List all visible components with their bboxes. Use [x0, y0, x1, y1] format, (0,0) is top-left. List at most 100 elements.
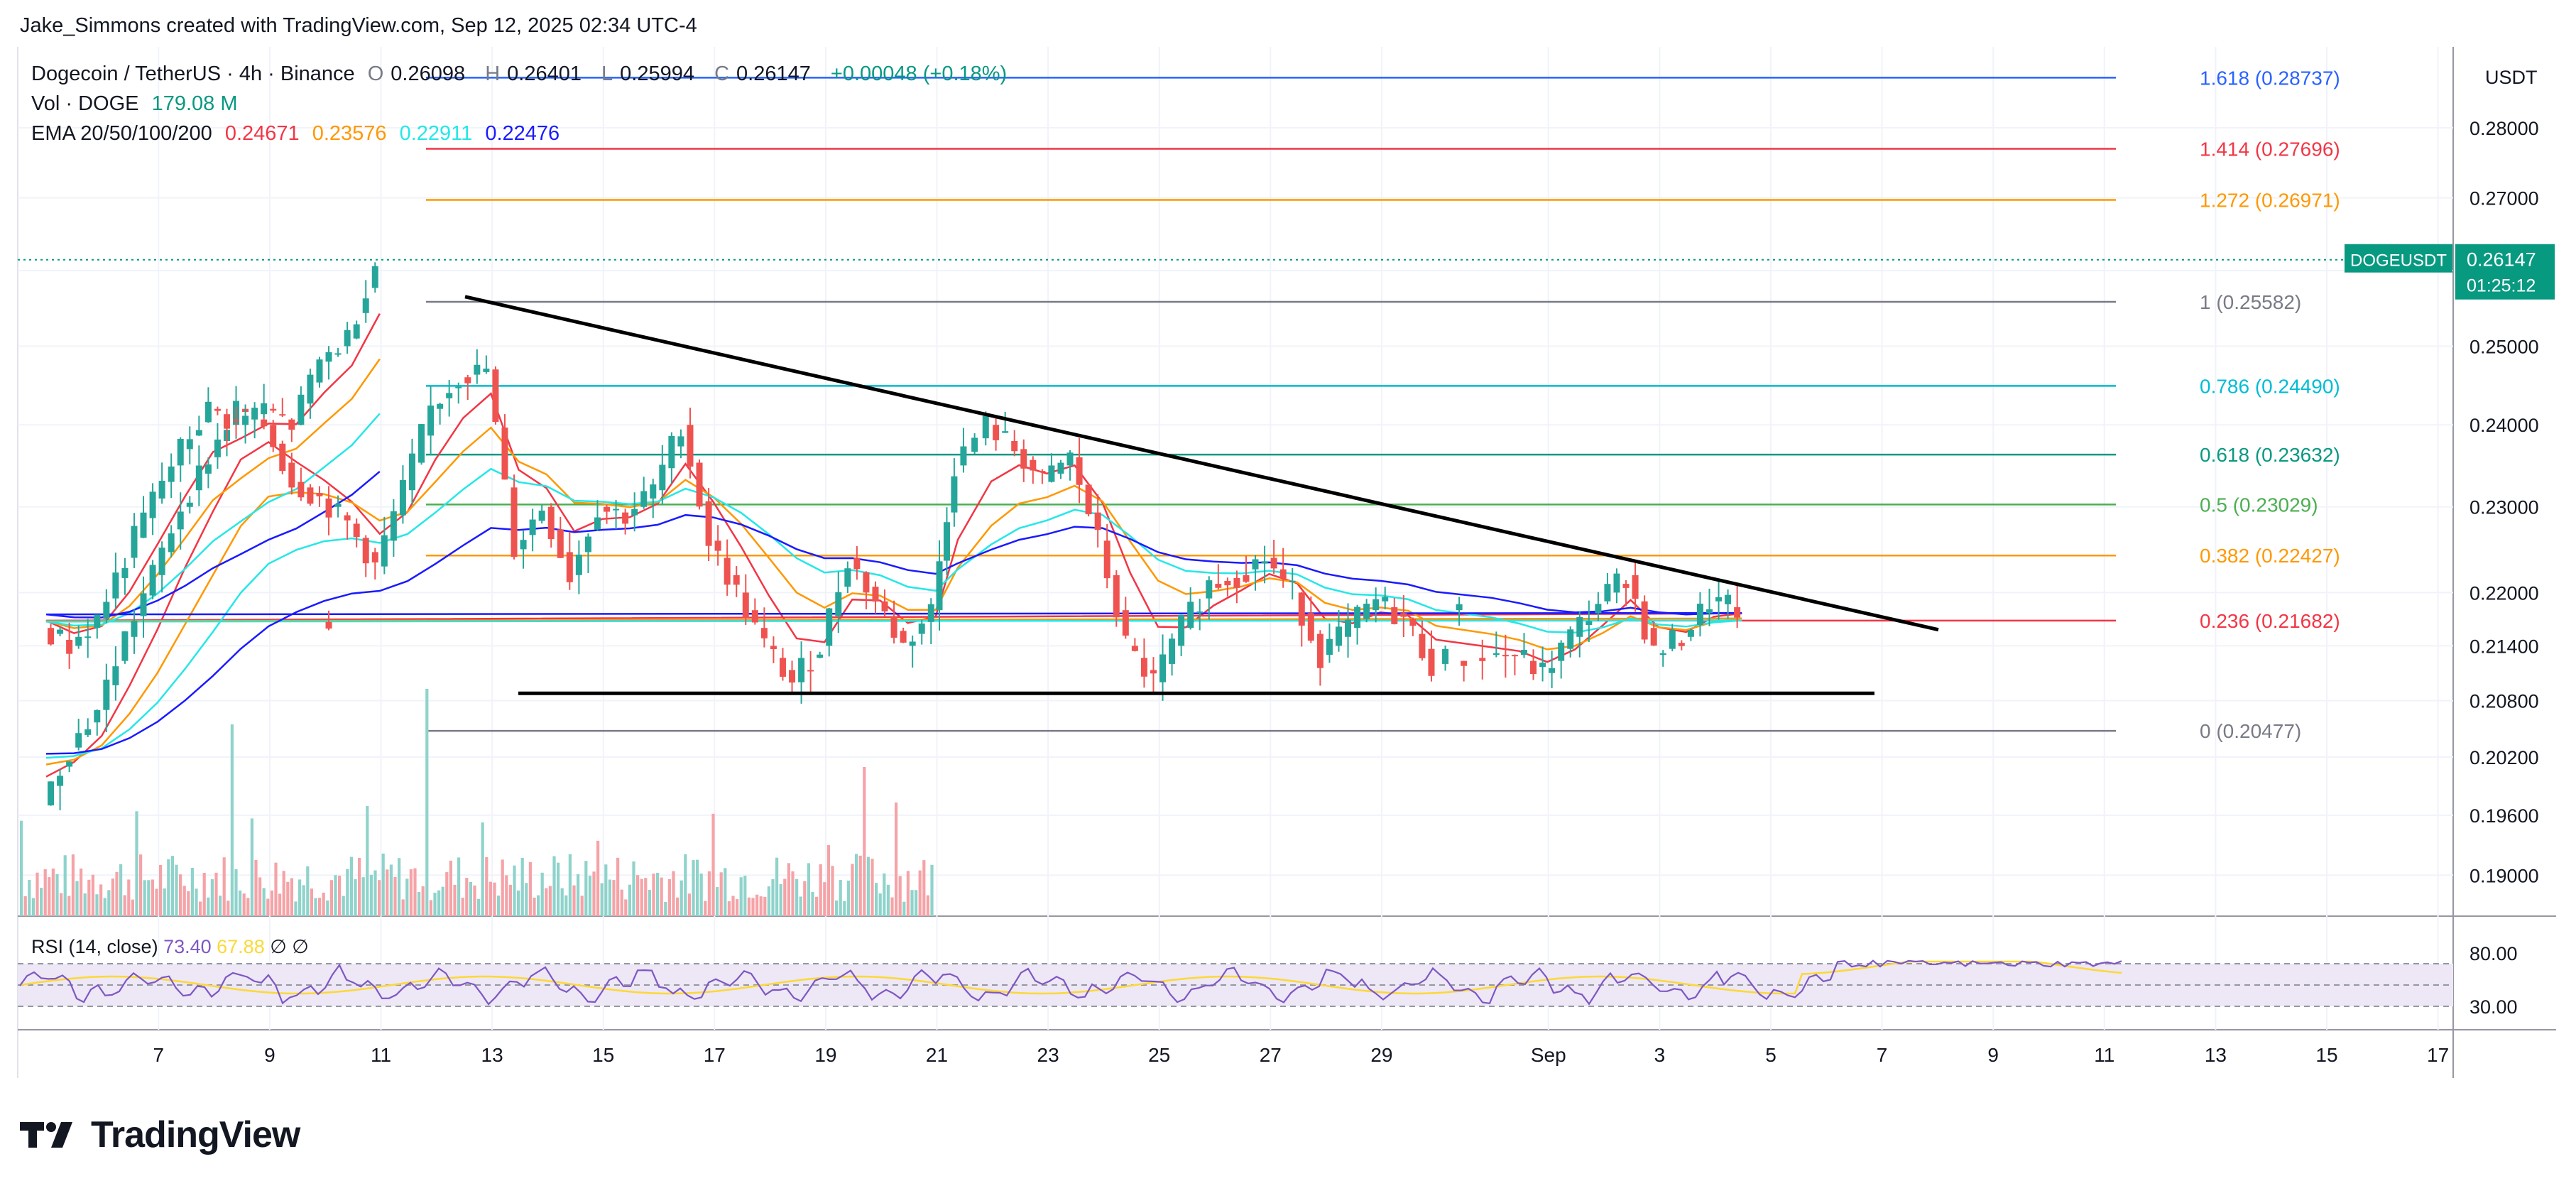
ema50-value: 0.23576	[312, 122, 387, 145]
tradingview-logo[interactable]: TradingView	[20, 1114, 300, 1156]
volume-bar	[779, 883, 782, 916]
volume-bar	[731, 896, 735, 916]
volume-bar	[322, 892, 325, 916]
candle-body	[344, 515, 351, 521]
candle-body	[1113, 575, 1120, 618]
candle-body	[1363, 604, 1370, 619]
candle-body	[399, 480, 406, 516]
candle-body	[131, 621, 138, 637]
x-tick-label: Sep	[1531, 1044, 1566, 1066]
volume-bar	[616, 857, 620, 916]
candle-body	[1150, 670, 1157, 674]
ema-legend[interactable]: EMA 20/50/100/200 0.24671 0.23576 0.2291…	[31, 122, 567, 146]
fib-level-label: 0.786 (0.24490)	[2200, 375, 2340, 397]
volume-bar	[771, 878, 775, 916]
candle-body	[1187, 602, 1194, 629]
candle-body	[1595, 604, 1602, 614]
volume-bar	[843, 901, 846, 916]
volume-bar	[457, 857, 461, 916]
candle-body	[1298, 592, 1305, 626]
volume-bar	[222, 857, 226, 916]
candle-body	[84, 636, 92, 638]
volume-bar	[202, 872, 206, 916]
symbol-legend[interactable]: Dogecoin / TetherUS · 4h · Binance O 0.26…	[31, 62, 1014, 86]
volume-bar	[620, 889, 623, 916]
candle-body	[168, 533, 175, 553]
volume-bar	[930, 864, 934, 916]
volume-bar	[600, 883, 604, 916]
volume-bar	[437, 890, 441, 916]
volume-bar	[449, 860, 452, 916]
volume-bar	[91, 874, 94, 916]
volume-bar	[31, 898, 35, 916]
volume-bar	[409, 869, 413, 916]
candle-body	[149, 565, 156, 596]
y-tick-label: 0.19600	[2469, 805, 2539, 827]
candle-body	[650, 484, 657, 499]
candle-body	[971, 437, 978, 452]
volume-bar	[791, 871, 795, 916]
volume-bar	[632, 861, 635, 916]
candle-body	[186, 439, 193, 450]
volume-bar	[421, 886, 425, 916]
candle-body	[890, 616, 897, 621]
candle-body	[270, 425, 277, 447]
candle-body	[1076, 457, 1083, 485]
volume-bar	[182, 886, 186, 916]
volume-bar	[43, 869, 47, 916]
candle-body	[57, 776, 64, 786]
candle-body	[131, 526, 138, 558]
volume-bar	[346, 869, 349, 916]
rsi-extra: ∅ ∅	[270, 936, 309, 957]
volume-bar	[111, 878, 114, 916]
candle-body	[807, 670, 814, 672]
volume-bar	[477, 898, 481, 916]
volume-bar	[696, 859, 699, 916]
rsi-value: 73.40	[163, 936, 217, 957]
candle-body	[817, 654, 824, 658]
volume-bar	[910, 890, 914, 916]
candle-body	[1030, 459, 1037, 471]
volume-bar	[489, 881, 492, 916]
volume-bar	[895, 803, 898, 916]
x-tick-label: 17	[2427, 1044, 2449, 1066]
candle-body	[705, 501, 712, 546]
volume-bar	[724, 868, 727, 916]
volume-bar	[358, 857, 361, 916]
candle-body	[94, 709, 101, 723]
candle-body	[261, 403, 268, 415]
volume-bar	[672, 871, 675, 916]
volume-bar	[210, 879, 214, 916]
volume-bar	[807, 863, 810, 916]
price-tag	[2455, 244, 2555, 300]
volume-bar	[775, 857, 779, 916]
volume-bar	[684, 854, 687, 916]
candle-body	[316, 359, 323, 383]
candle-body	[677, 436, 684, 447]
candle-body	[982, 415, 989, 439]
volume-bar	[334, 875, 337, 916]
candle-body	[1039, 471, 1046, 473]
candle-body	[943, 522, 950, 561]
candle-body	[1354, 606, 1361, 629]
volume-legend[interactable]: Vol · DOGE 179.08 M	[31, 92, 244, 116]
volume-bar	[393, 876, 397, 916]
candle-body	[103, 602, 110, 619]
volume-bar	[815, 896, 819, 916]
candle-body	[918, 623, 925, 634]
candle-body	[298, 482, 305, 498]
candle-body	[325, 352, 332, 362]
volume-bar	[763, 896, 767, 916]
candle-body	[1261, 561, 1268, 564]
currency-label: USDT	[2485, 67, 2538, 88]
candle-body	[48, 781, 55, 806]
volume-bar	[540, 872, 544, 916]
candle-body	[1492, 653, 1500, 655]
volume-bar	[799, 896, 802, 916]
candle-body	[492, 369, 499, 423]
y-tick-label: 0.24000	[2469, 415, 2539, 436]
volume-bar	[866, 856, 870, 916]
ema-label: EMA 20/50/100/200	[31, 122, 212, 145]
candle-body	[1502, 655, 1509, 657]
